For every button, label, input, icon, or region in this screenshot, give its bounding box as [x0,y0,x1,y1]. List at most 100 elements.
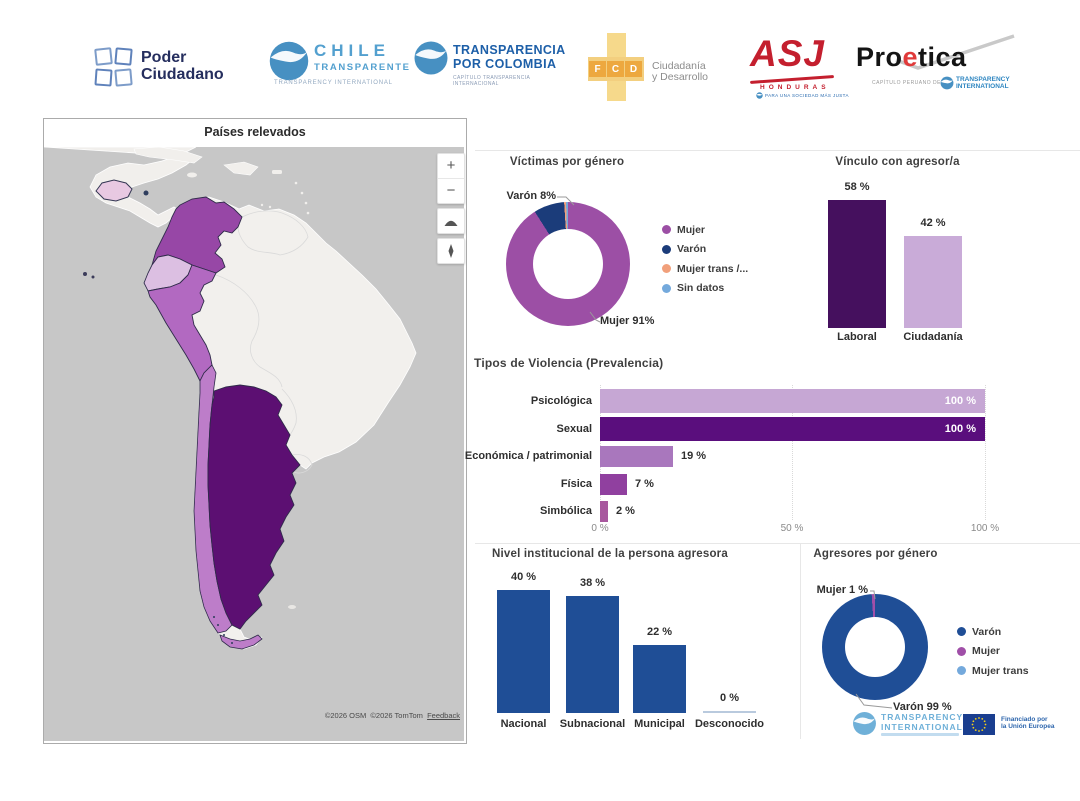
footer-ti-line1: TRANSPARENCY [881,712,964,722]
value-label-fisica: 7 % [635,478,654,490]
category-label-municipal: Municipal [634,718,685,730]
ti-globe-icon [756,92,763,99]
legend-item-varon[interactable]: Varón [957,622,1029,642]
value-label-subnacional: 38 % [579,577,606,589]
proetica-ti2: INTERNATIONAL [956,82,1009,90]
chile-line2: TRANSPARENTE [314,62,411,73]
bar-ciudadania[interactable] [904,236,962,328]
chart-title-tipos: Tipos de Violencia (Prevalencia) [474,356,664,370]
proetica-sub: CAPÍTULO PERUANO DE [872,80,941,86]
asj-tagline: PARA UNA SOCIEDAD MÁS JUSTA [765,93,849,98]
map-country-colombia[interactable] [151,196,243,274]
donut-hole [845,617,905,677]
xtick-50: 50 % [780,523,804,534]
map-country-honduras[interactable] [95,179,133,202]
chile-line3: TRANSPARENCY INTERNATIONAL [274,80,393,86]
value-label-psicologica: 100 % [944,394,976,407]
map-island-puertorico [272,170,282,174]
bar-nacional[interactable] [497,590,550,713]
divider-vertical [800,543,801,739]
legend-dot [662,244,671,254]
bar-psicologica[interactable] [600,389,985,413]
asj-country: HONDURAS [760,84,830,91]
legend-item-mujer[interactable]: Mujer [957,642,1029,662]
proetica-pre: Pro [856,42,903,72]
ti-globe-icon [414,41,448,75]
value-label-ciudadania: 42 % [920,217,946,229]
compass-needle-icon [448,244,454,258]
zoom-out-button[interactable]: − [446,182,456,199]
map-country-argentina[interactable] [207,384,301,630]
proetica-ti1: TRANSPARENCY [956,76,1010,83]
callout-varon-99: Varón 99 % [893,701,952,713]
value-label-laboral: 58 % [844,181,870,193]
proetica-post: tica [918,42,967,72]
value-label-sexual: 100 % [944,422,976,435]
chart-title-nivel: Nivel institucional de la persona agreso… [492,548,728,560]
legend-item-varon[interactable]: Varón [662,240,748,260]
fcd-line2: y Desarrollo [652,71,709,84]
bar-municipal[interactable] [633,645,686,713]
logo-chile-transparente: CHILE TRANSPARENTE TRANSPARENCY INTERNAT… [268,38,413,93]
legend-item-mujer-trans[interactable]: Mujer trans /... [662,259,748,279]
legend-dot [957,627,966,637]
value-label-nacional: 40 % [510,571,537,583]
map-country-peru[interactable] [147,264,217,383]
proetica-check-icon [895,34,1015,70]
value-label-desconocido: 0 % [720,692,739,704]
ti-globe-icon [940,76,954,90]
map-galapagos [83,272,87,276]
gridline-100 [985,385,986,520]
category-label-fisica: Física [560,478,592,490]
bar-desconocido[interactable] [703,711,756,713]
legend-label: Varón [677,243,707,256]
eu-funding-line2: la Unión Europea [1001,722,1055,730]
category-label-desconocido: Desconocido [694,718,765,730]
map-compass-button[interactable] [437,238,465,264]
map-zoom-group: + − [437,153,465,204]
logo-fcd: F C D Ciudadanía y Desarrollo [588,33,723,105]
asj-acronym: ASJ [750,33,825,74]
xtick-100: 100 % [970,523,1000,534]
map-canvas[interactable] [44,147,464,741]
footer-ti-tagline [881,733,959,736]
zoom-in-button[interactable]: + [446,157,456,174]
legend-label: Mujer trans /... [677,262,749,275]
category-label-laboral: Laboral [837,331,877,343]
chart-title-agresores: Agresores por género [813,548,938,560]
legend-item-mujer-trans[interactable]: Mujer trans [957,661,1029,681]
divider-top [475,150,1080,151]
fcd-letters: F C D [589,61,642,77]
legend-dot [957,666,966,676]
legend-dot [662,283,671,293]
ti-globe-icon [853,712,876,735]
poder-ciudadano-icon [94,47,133,87]
logo-poder-ciudadano: Poder Ciudadano [94,42,235,92]
legend-dot [662,264,671,274]
map-style-button[interactable] [437,208,465,234]
map-falklands [288,605,296,609]
eu-funding-line1: Financiado por [1001,716,1048,723]
feedback-link[interactable]: Feedback [427,711,460,720]
bar-laboral[interactable] [828,200,886,328]
footer-ti-line2: INTERNATIONAL [881,722,963,732]
colombia-line3: CAPÍTULO TRANSPARENCIA INTERNACIONAL [453,75,530,87]
divider-middle [475,543,1080,544]
bar-simbolica[interactable] [600,501,608,522]
ti-globe-icon [269,41,309,81]
bar-fisica[interactable] [600,474,627,495]
bar-subnacional[interactable] [566,596,619,713]
map-tierra-del-fuego[interactable] [219,634,263,650]
legend-item-mujer[interactable]: Mujer [662,220,748,240]
legend-item-sin-datos[interactable]: Sin datos [662,279,748,299]
map-island-hispaniola [223,161,259,176]
legend-victimas: Mujer Varón Mujer trans /... Sin datos [662,220,748,298]
eu-flag-icon [963,714,995,735]
poder-line2: Ciudadano [141,66,224,83]
legend-label: Mujer trans [972,664,1029,677]
category-label-psicologica: Psicológica [530,394,592,407]
bar-economica-patrimonial[interactable] [600,446,673,467]
bar-sexual[interactable] [600,417,985,441]
legend-label: Varón [972,625,1002,638]
